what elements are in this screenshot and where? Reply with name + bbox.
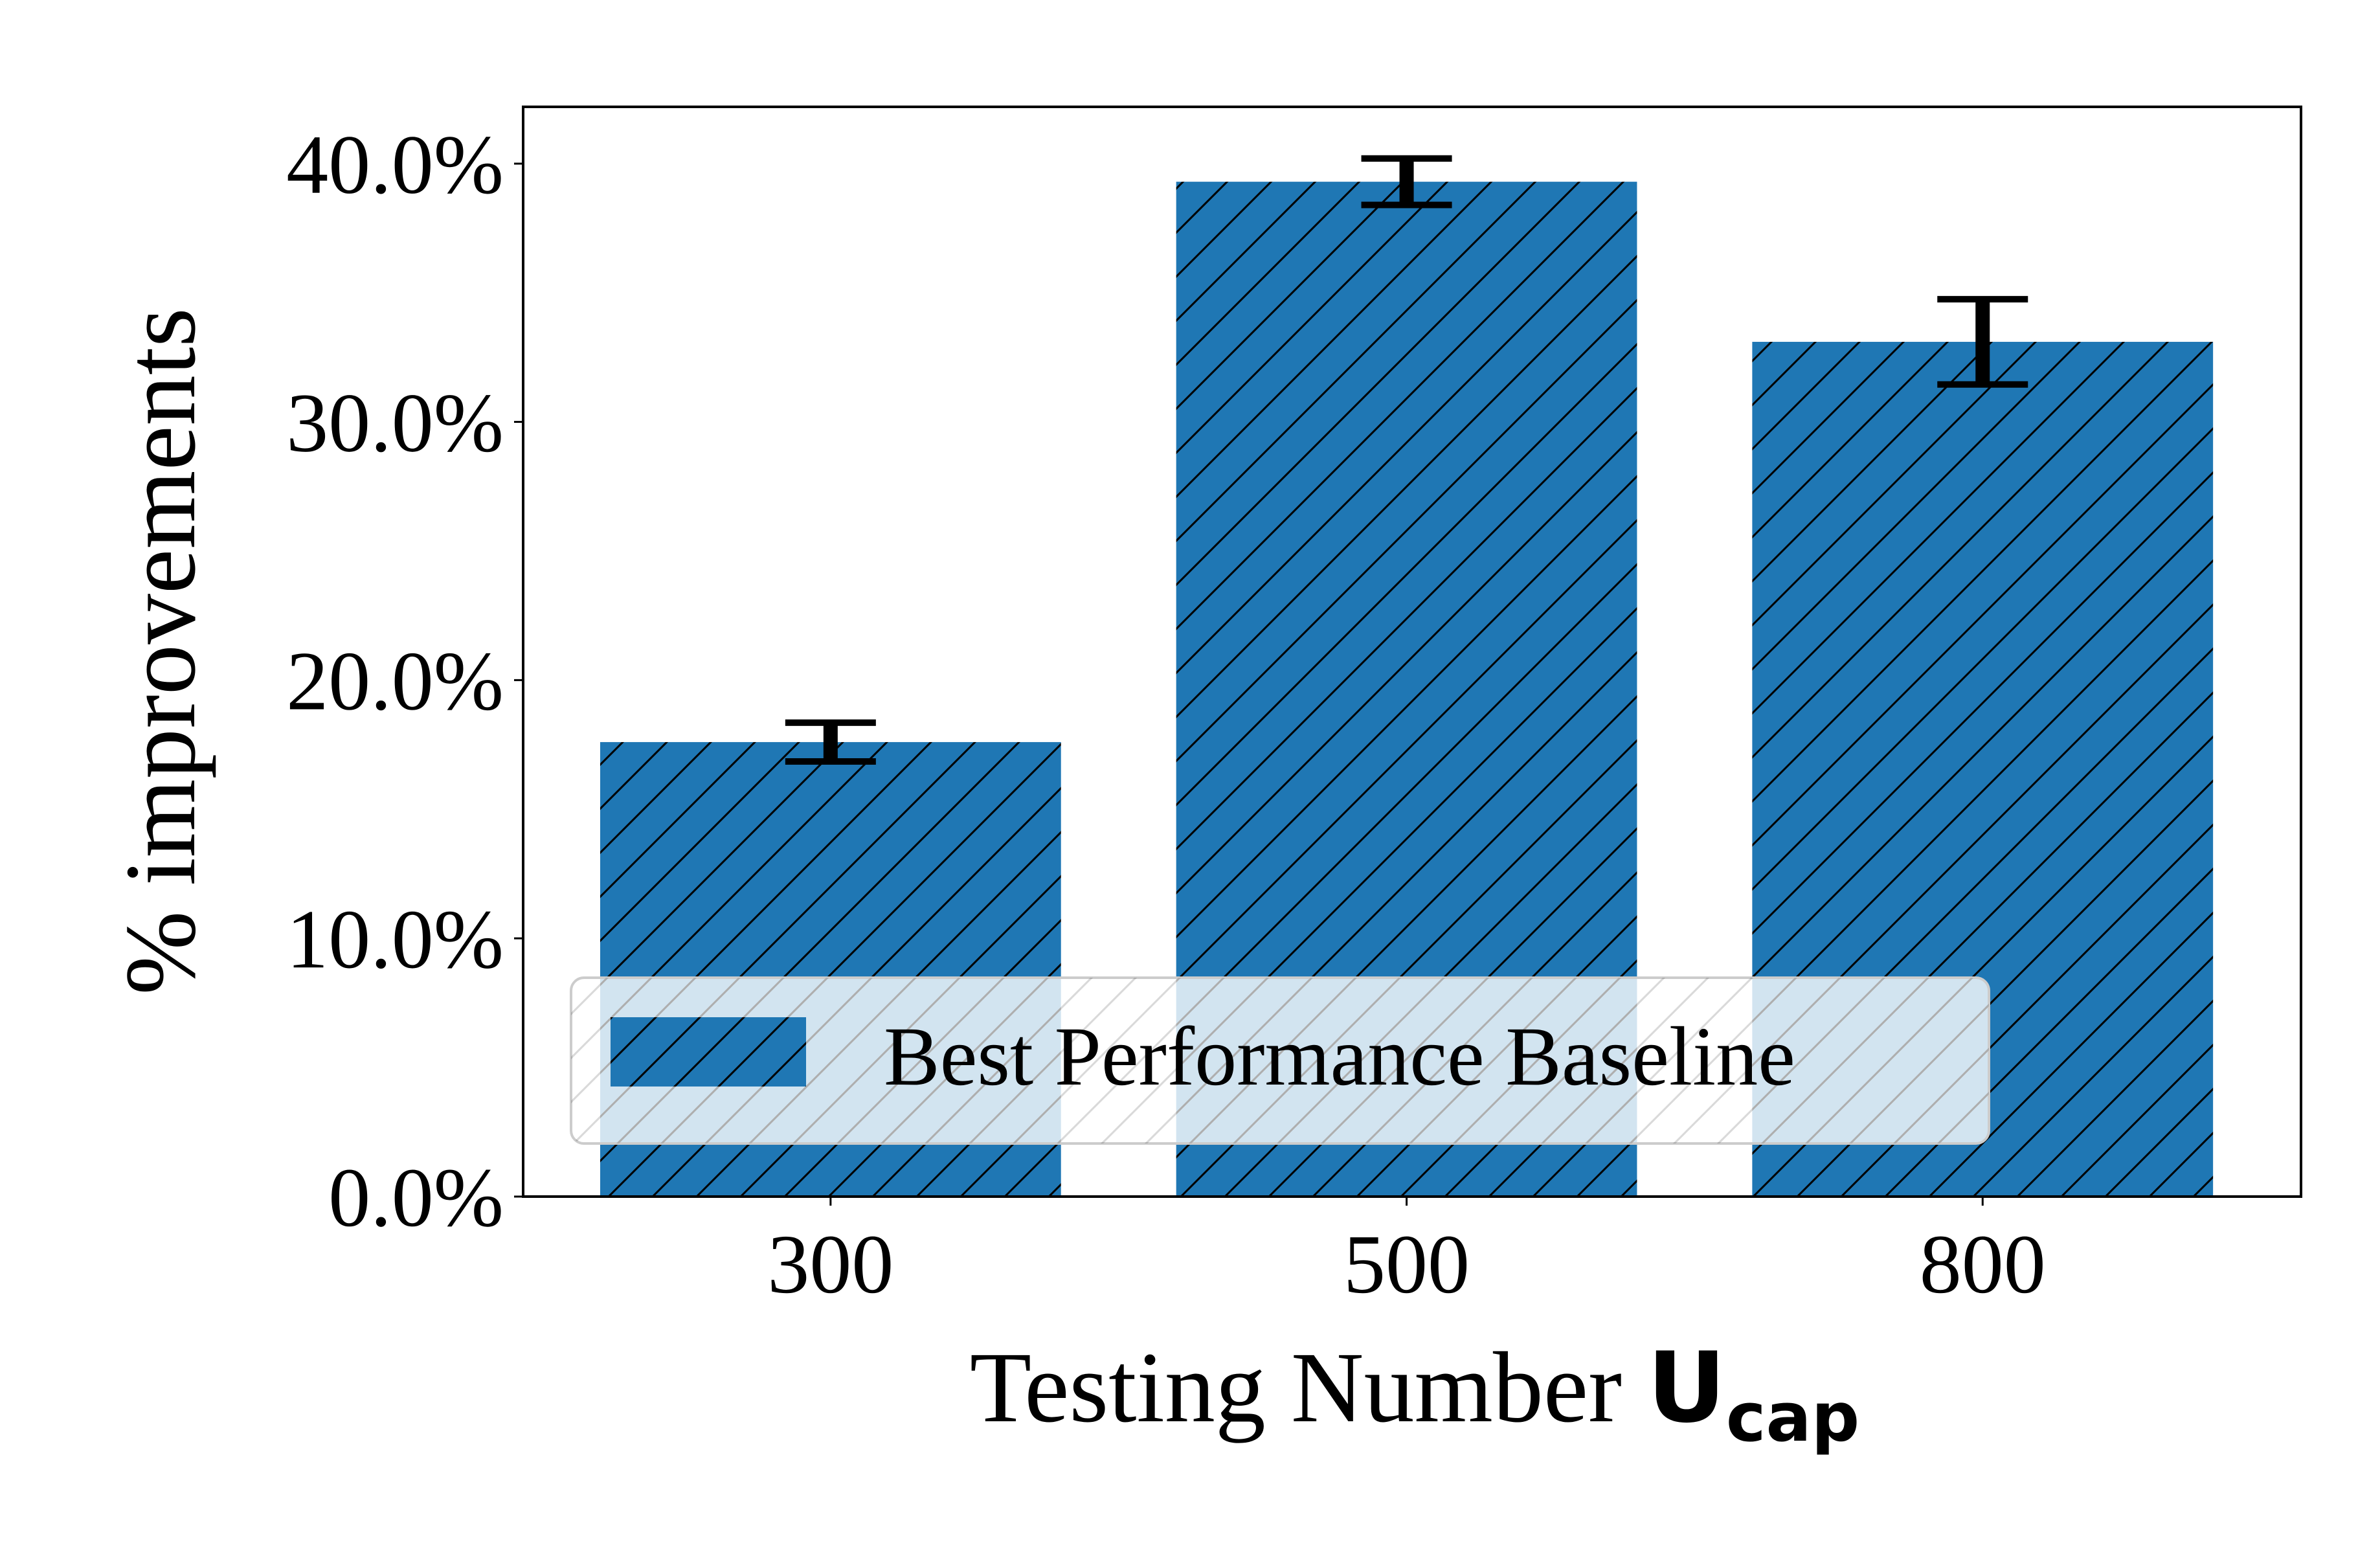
y-tick-label: 30.0%	[286, 377, 504, 470]
y-tick-label: 0.0%	[328, 1151, 504, 1244]
error-bars-group	[785, 155, 2028, 765]
x-axis-title-text: Testing Number	[970, 1331, 1647, 1443]
x-tick-label-800: 800	[1920, 1218, 2046, 1311]
x-axis-title: Testing Number Ucap	[970, 1331, 1859, 1457]
legend-hatch-overlay	[571, 978, 1989, 1143]
plot-frame	[522, 106, 2302, 1198]
x-axis-title-subscript: cap	[1726, 1378, 1859, 1457]
legend-label: Best Performance Baseline	[884, 1010, 1795, 1103]
error-bar-800	[1937, 296, 2028, 388]
x-axis-title-symbol: U	[1647, 1332, 1726, 1445]
y-axis: 0.0% 10.0% 20.0% 30.0% 40.0%	[286, 118, 523, 1244]
y-tick-label: 20.0%	[286, 635, 504, 728]
error-bar-500	[1361, 155, 1452, 208]
y-tick-label: 40.0%	[286, 118, 504, 212]
x-tick-label-500: 500	[1343, 1218, 1470, 1311]
y-tick-label: 10.0%	[286, 893, 504, 986]
x-axis: 300 500 800	[767, 1197, 2046, 1311]
error-bar-300	[785, 719, 876, 765]
legend-swatch	[611, 1017, 806, 1087]
bars-group	[600, 181, 2214, 1197]
legend: Best Performance Baseline	[570, 976, 1990, 1145]
x-tick-label-300: 300	[767, 1218, 893, 1311]
y-axis-title: % improvements	[104, 308, 216, 995]
